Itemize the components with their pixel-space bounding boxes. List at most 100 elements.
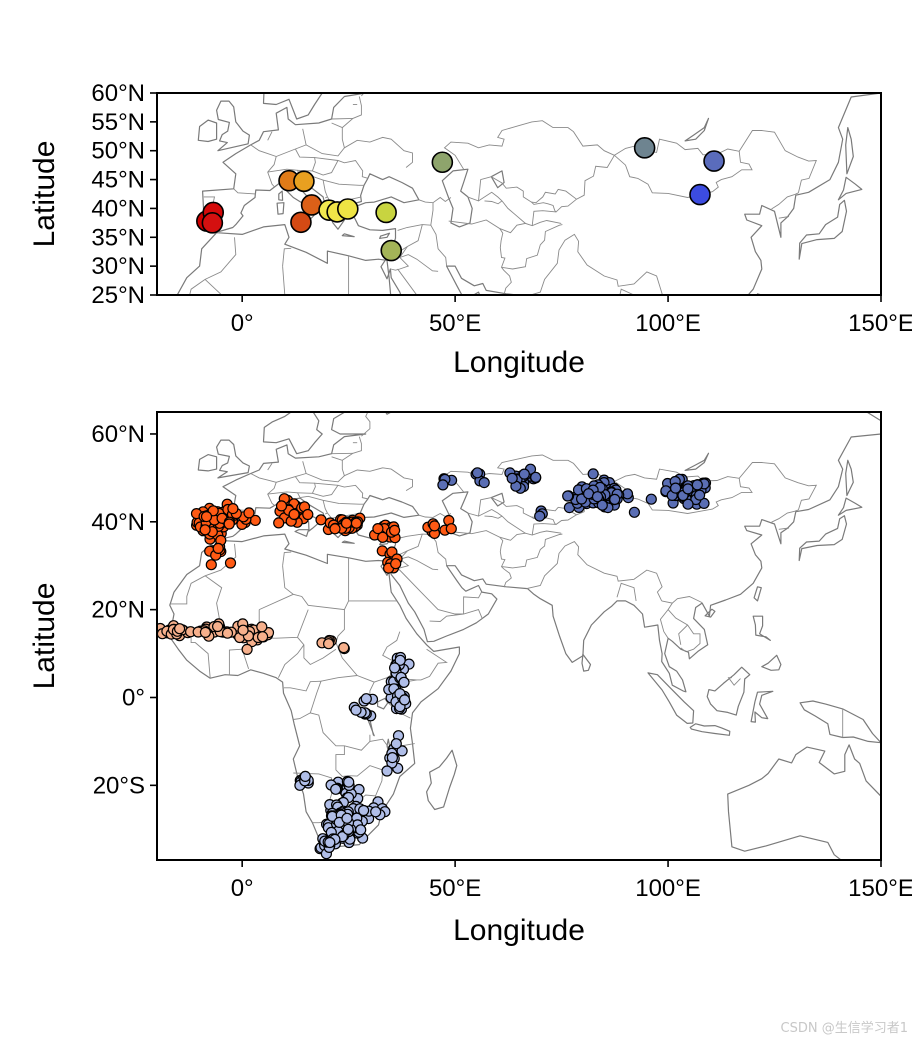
coastline	[845, 127, 854, 175]
country-border	[484, 200, 503, 205]
sample-point	[633, 137, 656, 159]
coastline	[689, 723, 731, 736]
occurrence-point	[257, 631, 269, 643]
occurrence-point	[389, 524, 401, 537]
country-border	[554, 155, 615, 213]
occurrence-point	[342, 823, 354, 835]
occurrence-point	[381, 765, 393, 777]
country-border	[399, 254, 439, 272]
x-tick-label: 50°E	[429, 875, 481, 902]
occurrence-point	[693, 489, 706, 501]
coastline	[216, 439, 250, 479]
country-border	[336, 324, 400, 419]
country-border	[298, 360, 336, 396]
country-border	[484, 515, 503, 519]
x-tick-label: 0°	[231, 310, 254, 337]
coastline	[276, 202, 285, 215]
country-border	[526, 541, 663, 602]
coastline	[377, 697, 389, 710]
coastline	[753, 586, 762, 602]
coastline	[176, 224, 392, 295]
coastline	[727, 744, 881, 860]
occurrence-point	[343, 776, 355, 788]
country-border	[250, 144, 277, 187]
occurrence-point	[428, 520, 441, 532]
country-border	[430, 534, 448, 566]
bottom-x-ticks: 0° 50°E 100°E 150°E	[231, 860, 912, 902]
country-border	[778, 527, 790, 530]
country-border	[396, 393, 417, 419]
occurrence-point	[288, 508, 300, 521]
country-border	[499, 530, 562, 541]
top-y-ticks: 25°N30°N35°N40°N45°N50°N55°N60°N	[91, 80, 157, 309]
country-border	[614, 151, 753, 198]
country-border	[283, 680, 322, 714]
country-border	[278, 370, 304, 413]
occurrence-point	[682, 483, 694, 495]
occurrence-point	[386, 751, 398, 764]
watermark: CSDN @生信学习者1	[780, 1021, 908, 1036]
top-x-ticks: 0° 50°E 100°E 150°E	[231, 295, 912, 337]
y-tick-label: 55°N	[91, 109, 145, 136]
country-border	[276, 461, 307, 483]
country-border	[169, 575, 206, 605]
country-border	[312, 160, 339, 176]
sample-point	[290, 211, 312, 234]
coastline	[490, 492, 505, 507]
coastline	[341, 233, 355, 238]
occurrence-point	[358, 804, 370, 817]
bottom-map-panel: 0° 50°E 100°E 150°E 20°S 0° 20°N 40°N 60°N Long…	[28, 411, 912, 947]
country-border	[322, 500, 329, 515]
country-border	[361, 93, 365, 97]
occurrence-point	[360, 693, 372, 705]
coastline	[197, 119, 218, 143]
y-tick-label: 35°N	[91, 224, 145, 251]
x-tick-label: 100°E	[635, 875, 701, 902]
y-tick-label: 45°N	[91, 167, 145, 194]
country-border	[387, 376, 447, 416]
occurrence-point	[355, 824, 367, 836]
coastline	[581, 653, 592, 672]
coastline	[441, 168, 473, 228]
country-border	[361, 412, 371, 437]
x-tick-label: 150°E	[848, 875, 912, 902]
country-border	[335, 609, 401, 683]
country-border	[619, 288, 635, 295]
country-border	[463, 591, 482, 614]
y-tick-label: 25°N	[91, 282, 145, 309]
occurrence-point	[628, 506, 641, 518]
occurrence-point	[275, 500, 288, 512]
country-border	[282, 247, 292, 267]
country-border	[320, 675, 358, 682]
occurrence-point	[591, 491, 604, 503]
country-border	[659, 609, 669, 639]
country-border	[276, 128, 307, 157]
country-border	[429, 613, 464, 622]
country-border	[229, 376, 248, 411]
coastline	[750, 690, 774, 723]
country-border	[189, 279, 206, 295]
y-tick-label: 60°N	[91, 421, 145, 448]
country-border	[678, 624, 688, 645]
country-border	[501, 533, 563, 569]
country-border	[282, 551, 292, 566]
occurrence-point	[530, 471, 542, 483]
y-tick-label: 50°N	[91, 138, 145, 165]
country-border	[344, 136, 413, 168]
country-border	[282, 558, 350, 611]
country-border	[771, 192, 799, 210]
country-border	[322, 180, 328, 199]
coastline	[262, 412, 323, 455]
occurrence-point	[323, 638, 335, 650]
country-border	[616, 582, 637, 601]
country-border	[778, 216, 790, 219]
sample-point	[703, 150, 725, 172]
country-border	[259, 593, 294, 611]
country-border	[397, 268, 418, 295]
occurrence-point	[377, 531, 389, 543]
y-tick-label: 20°S	[93, 772, 145, 799]
top-map-panel: 0° 50°E 100°E 150°E 25°N30°N35°N40°N45°N50°…	[28, 80, 912, 419]
occurrence-point	[370, 806, 382, 818]
occurrence-point	[390, 738, 402, 750]
